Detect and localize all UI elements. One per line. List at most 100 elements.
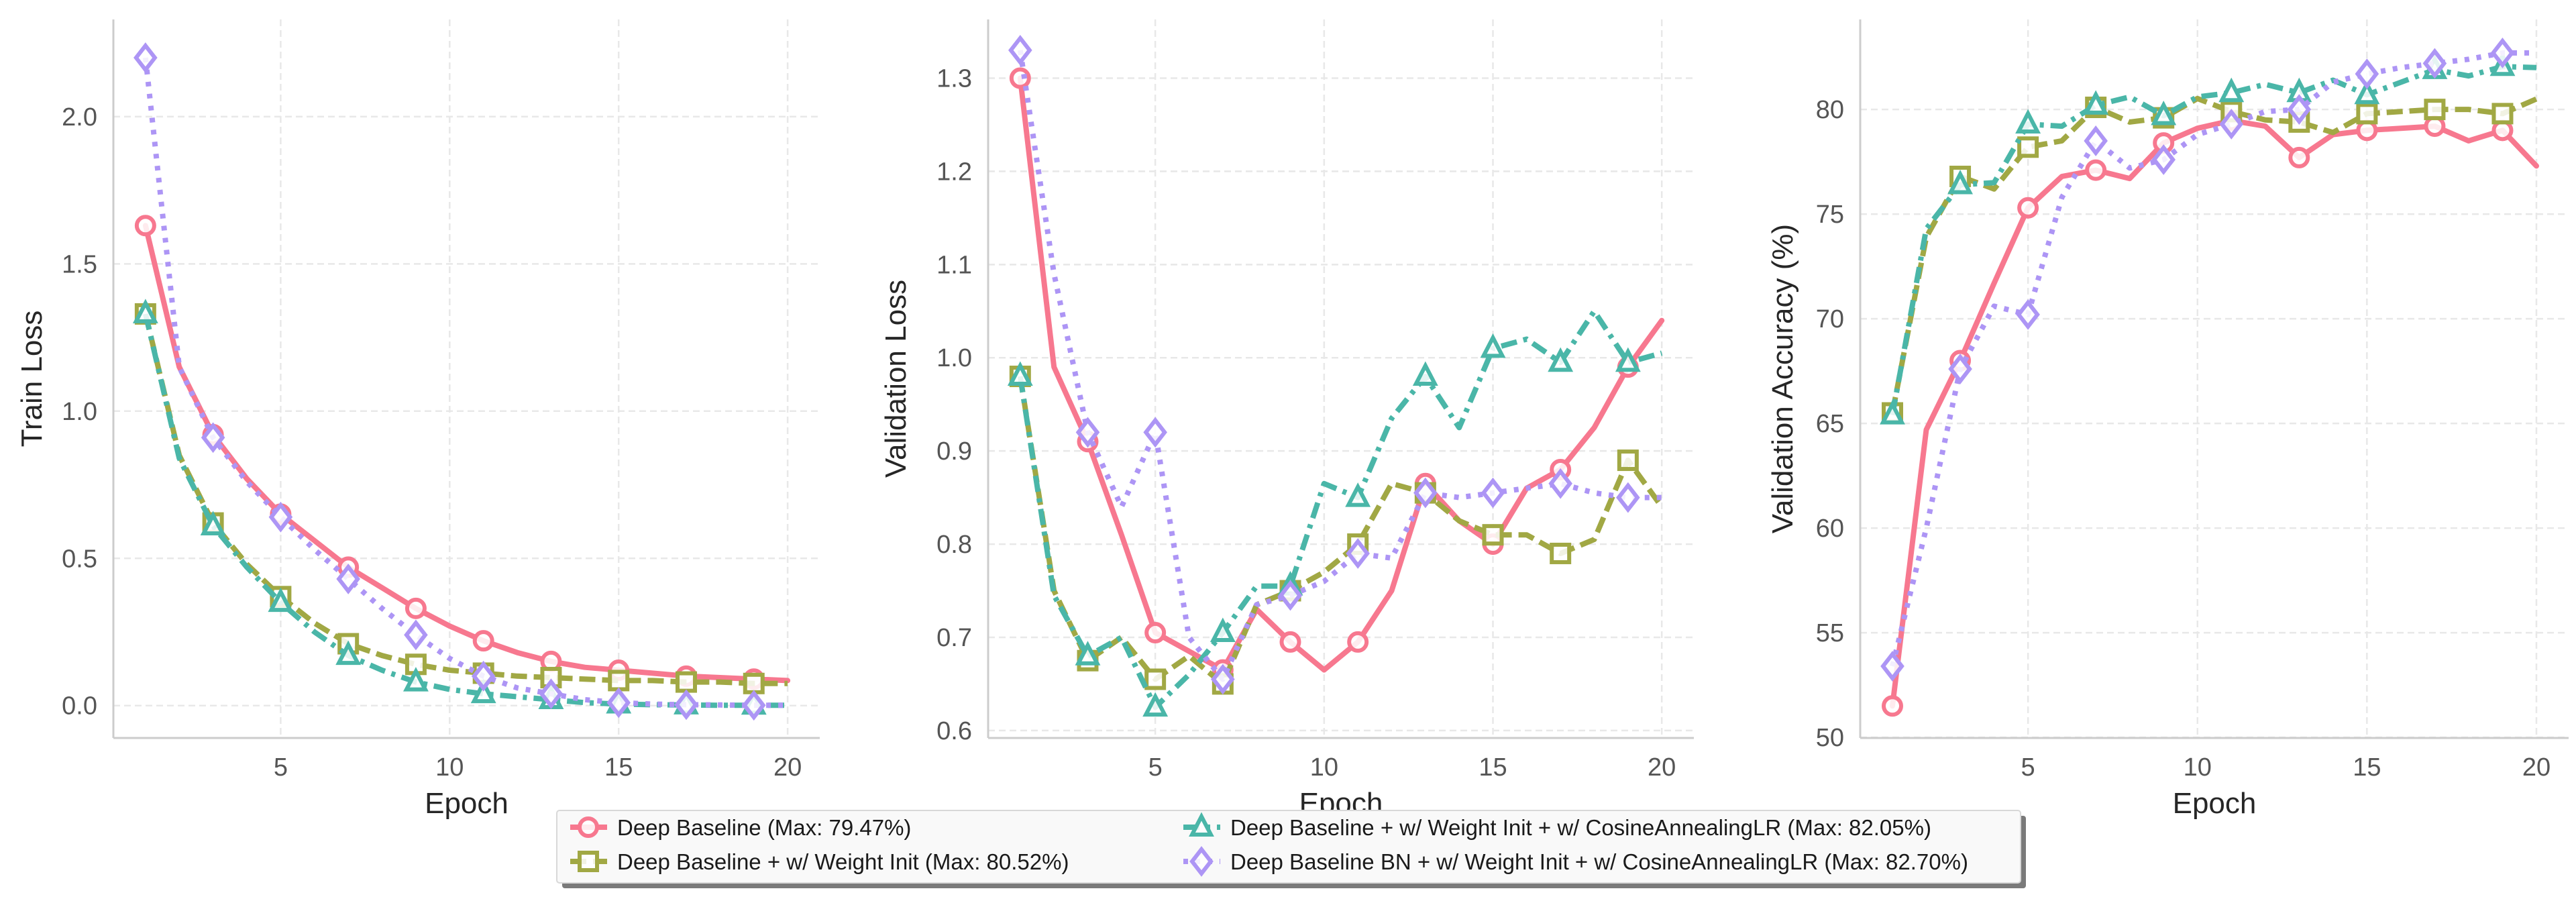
data-point-triangle <box>1075 641 1101 666</box>
x-tick-label: 20 <box>773 753 802 782</box>
data-point-triangle <box>132 299 158 323</box>
legend-handle-diamond <box>1183 846 1220 877</box>
y-tick-label: 1.0 <box>936 344 972 372</box>
data-point-triangle <box>2354 79 2380 105</box>
series-line <box>1017 50 1662 682</box>
data-point-triangle <box>1548 347 1574 372</box>
data-point-triangle <box>1880 400 1905 425</box>
x-tick-label: 15 <box>1479 753 1507 782</box>
y-tick-label: 80 <box>1816 96 1844 124</box>
legend-marker-diamond <box>1189 846 1214 877</box>
series-3 <box>1008 34 1662 695</box>
series-3 <box>133 42 788 721</box>
data-point-diamond <box>2219 109 2244 140</box>
data-point-diamond <box>1346 538 1370 569</box>
y-axis-label: Validation Accuracy (%) <box>1766 224 1799 533</box>
y-axis-label: Validation Loss <box>879 280 912 478</box>
data-point-triangle <box>1007 361 1033 386</box>
y-tick-label: 75 <box>1816 201 1844 229</box>
data-point-square <box>743 672 765 694</box>
x-tick-label: 15 <box>2353 753 2381 782</box>
data-point-diamond <box>2084 125 2108 156</box>
data-point-diamond <box>471 660 496 692</box>
series-line <box>1017 308 1663 710</box>
data-point-diamond <box>674 689 698 721</box>
data-point-diamond <box>2287 94 2312 125</box>
data-point-circle <box>2085 159 2107 181</box>
data-point-diamond <box>2016 299 2040 330</box>
y-tick-label: 1.0 <box>62 398 97 426</box>
data-point-diamond <box>2355 58 2379 89</box>
data-point-square <box>2017 136 2039 158</box>
y-tick-label: 70 <box>1816 305 1844 333</box>
data-point-triangle <box>2218 77 2245 103</box>
data-point-circle <box>1144 622 1167 644</box>
data-point-triangle <box>2015 109 2041 134</box>
data-point-diamond <box>133 42 158 73</box>
data-point-diamond <box>2490 38 2515 68</box>
series-line <box>142 223 791 684</box>
series-0 <box>1882 109 2539 717</box>
series-line <box>1890 117 2539 709</box>
validation-accuracy-panel: 5 10 15 20 50 55 60 65 70 75 80 Epoch Validation Acc… <box>1766 19 2569 820</box>
data-point-square <box>2424 99 2446 121</box>
data-point-diamond <box>1948 354 1972 384</box>
x-tick-label: 5 <box>2021 753 2035 782</box>
series-line <box>143 313 788 708</box>
y-tick-label: 60 <box>1816 515 1844 543</box>
y-tick-label: 1.5 <box>62 250 97 278</box>
data-point-diamond <box>336 564 360 594</box>
x-axis-label: Epoch <box>425 787 508 820</box>
data-point-square <box>2491 103 2514 125</box>
data-point-circle <box>1279 631 1301 653</box>
data-point-triangle <box>1615 347 1641 372</box>
data-point-triangle <box>1210 617 1236 643</box>
data-point-diamond <box>1548 468 1572 499</box>
data-point-triangle <box>1947 169 1973 195</box>
x-tick-label: 10 <box>2184 753 2212 782</box>
y-tick-label: 65 <box>1816 410 1844 438</box>
data-point-diamond <box>606 687 631 719</box>
x-tick-label: 15 <box>604 753 633 782</box>
x-tick-label: 10 <box>1310 753 1338 782</box>
y-tick-label: 0.9 <box>936 437 972 466</box>
validation-loss-panel: 5 10 15 200.60.70.80.91.01.11.21.3EpochVali… <box>879 19 1694 820</box>
legend-marker-triangle <box>1189 812 1214 837</box>
data-point-triangle <box>1345 482 1371 507</box>
x-tick-label: 5 <box>1148 753 1163 782</box>
data-point-diamond <box>1211 664 1235 695</box>
legend-label-weight-init: Deep Baseline + w/ Weight Init (Max: 80.… <box>617 849 1069 874</box>
data-point-triangle <box>2151 100 2177 125</box>
y-tick-label: 0.7 <box>936 624 972 652</box>
legend-handle-square <box>570 851 607 872</box>
legend-label-cosine: Deep Baseline + w/ Weight Init + w/ Cosi… <box>1230 815 1931 840</box>
data-point-diamond <box>741 690 766 721</box>
data-point-square <box>608 670 630 692</box>
series-0 <box>134 215 791 690</box>
data-point-circle <box>2288 146 2310 168</box>
data-point-circle <box>405 597 427 619</box>
series-2 <box>132 299 788 715</box>
data-point-circle <box>1347 631 1369 653</box>
legend-marker-square <box>578 851 599 872</box>
data-point-diamond <box>1008 34 1032 66</box>
data-point-triangle <box>268 587 294 613</box>
data-point-diamond <box>404 619 428 651</box>
series-0 <box>1009 67 1665 681</box>
y-tick-label: 1.2 <box>936 158 972 186</box>
data-point-diamond <box>1075 417 1100 448</box>
series-line <box>142 57 788 708</box>
x-axis-label: Epoch <box>2173 787 2257 820</box>
y-tick-label: 50 <box>1816 724 1844 752</box>
x-tick-label: 10 <box>435 753 464 782</box>
data-point-square <box>2356 103 2378 125</box>
data-point-diamond <box>1616 482 1640 513</box>
train-loss-panel: 5 10 15 20 0.0 0.5 1.0 1.5 2.0 Epoch Train Loss <box>15 19 820 820</box>
data-point-diamond <box>1880 651 1904 682</box>
data-point-diamond <box>1278 580 1303 611</box>
data-point-diamond <box>539 678 564 710</box>
data-point-square <box>1617 449 1639 472</box>
series-3 <box>1880 38 2536 682</box>
legend-handle-circle <box>570 816 607 838</box>
